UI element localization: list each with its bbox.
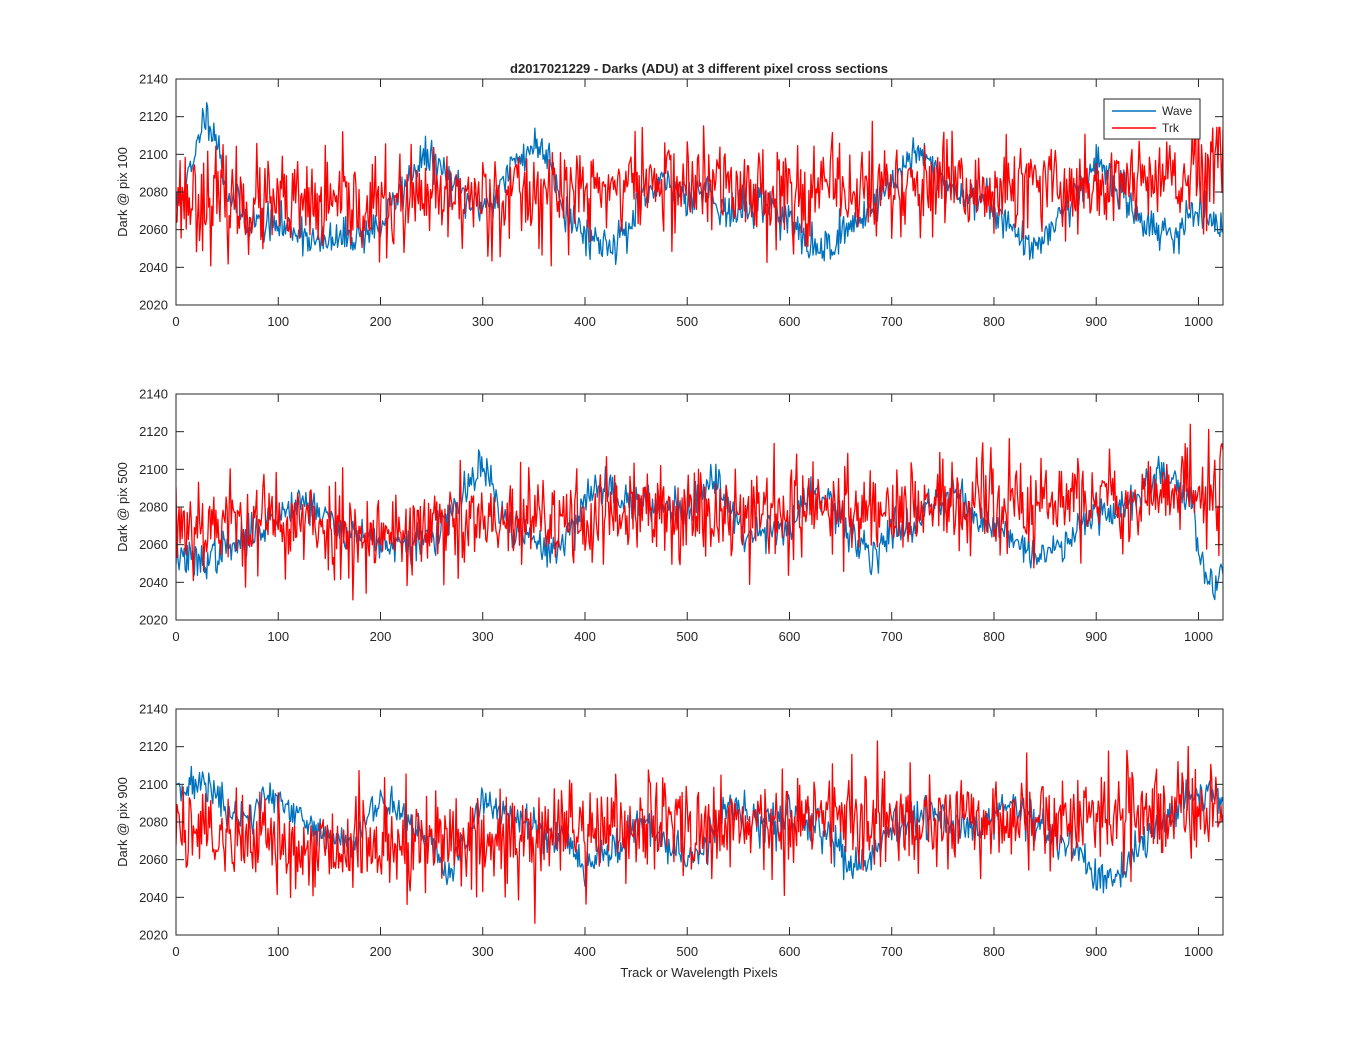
y-tick-label: 2020 (139, 613, 168, 628)
x-tick-label: 1000 (1184, 629, 1213, 644)
y-tick-label: 2060 (139, 222, 168, 237)
y-tick-label: 2120 (139, 109, 168, 124)
y-tick-label: 2100 (139, 777, 168, 792)
panel-3: 0 100 200 300 400 500 600 700 800 900 1000 2020 2040… (115, 702, 1224, 959)
y-tick-label: 2100 (139, 147, 168, 162)
series-line-trk (176, 423, 1223, 601)
y-tick-label: 2080 (139, 815, 168, 830)
y-axis-label: Dark @ pix 900 (115, 777, 130, 867)
series-group (176, 423, 1223, 601)
series-line-trk (176, 740, 1223, 924)
x-tick-label: 400 (574, 314, 596, 329)
x-tick-label: 700 (881, 629, 903, 644)
y-tick-label: 2080 (139, 500, 168, 515)
x-tick-label: 800 (983, 314, 1005, 329)
x-tick-label: 900 (1085, 629, 1107, 644)
y-tick-label: 2120 (139, 424, 168, 439)
x-tick-label: 500 (676, 629, 698, 644)
x-tick-label: 300 (472, 314, 494, 329)
legend: Wave Trk (1103, 98, 1201, 140)
x-tick-label: 800 (983, 629, 1005, 644)
x-tick-label: 300 (472, 629, 494, 644)
x-tick-label: 600 (779, 944, 801, 959)
y-axis-label: Dark @ pix 500 (115, 462, 130, 552)
x-tick-label: 1000 (1184, 314, 1213, 329)
y-tick-label: 2120 (139, 739, 168, 754)
x-tick-label: 600 (779, 629, 801, 644)
x-tick-label: 400 (574, 629, 596, 644)
x-tick-label: 1000 (1184, 944, 1213, 959)
chart-title: d2017021229 - Darks (ADU) at 3 different… (510, 61, 888, 76)
x-tick-label: 900 (1085, 944, 1107, 959)
x-tick-label: 0 (172, 629, 179, 644)
y-tick-label: 2080 (139, 185, 168, 200)
y-tick-label: 2020 (139, 928, 168, 943)
series-group (176, 100, 1223, 267)
legend-label-wave: Wave (1162, 104, 1193, 118)
legend-label-trk: Trk (1162, 121, 1180, 135)
x-tick-label: 400 (574, 944, 596, 959)
y-tick-label: 2040 (139, 260, 168, 275)
x-tick-label: 700 (881, 944, 903, 959)
y-tick-label: 2040 (139, 890, 168, 905)
x-tick-label: 100 (267, 314, 289, 329)
panel-2: 0 100 200 300 400 500 600 700 800 900 1000 2020 2040… (115, 387, 1224, 644)
x-tick-label: 100 (267, 944, 289, 959)
series-group (176, 740, 1223, 924)
x-axis-label: Track or Wavelength Pixels (620, 965, 778, 980)
y-axis-label: Dark @ pix 100 (115, 147, 130, 237)
x-tick-label: 700 (881, 314, 903, 329)
y-tick-label: 2020 (139, 298, 168, 313)
x-tick-label: 600 (779, 314, 801, 329)
x-tick-label: 200 (370, 629, 392, 644)
y-tick-label: 2140 (139, 72, 168, 87)
y-tick-label: 2140 (139, 702, 168, 717)
panel-1: 0 100 200 300 400 500 600 700 800 900 1000 2020 2040… (115, 72, 1224, 329)
y-tick-label: 2060 (139, 852, 168, 867)
legend-box (1103, 98, 1201, 140)
x-tick-label: 900 (1085, 314, 1107, 329)
x-tick-label: 300 (472, 944, 494, 959)
x-tick-label: 200 (370, 944, 392, 959)
x-tick-label: 200 (370, 314, 392, 329)
x-tick-label: 0 (172, 314, 179, 329)
x-tick-label: 500 (676, 944, 698, 959)
x-tick-label: 0 (172, 944, 179, 959)
y-tick-label: 2040 (139, 575, 168, 590)
y-tick-label: 2100 (139, 462, 168, 477)
series-line-trk (176, 100, 1223, 267)
y-tick-label: 2140 (139, 387, 168, 402)
x-tick-label: 100 (267, 629, 289, 644)
x-tick-label: 500 (676, 314, 698, 329)
y-tick-label: 2060 (139, 537, 168, 552)
x-tick-label: 800 (983, 944, 1005, 959)
